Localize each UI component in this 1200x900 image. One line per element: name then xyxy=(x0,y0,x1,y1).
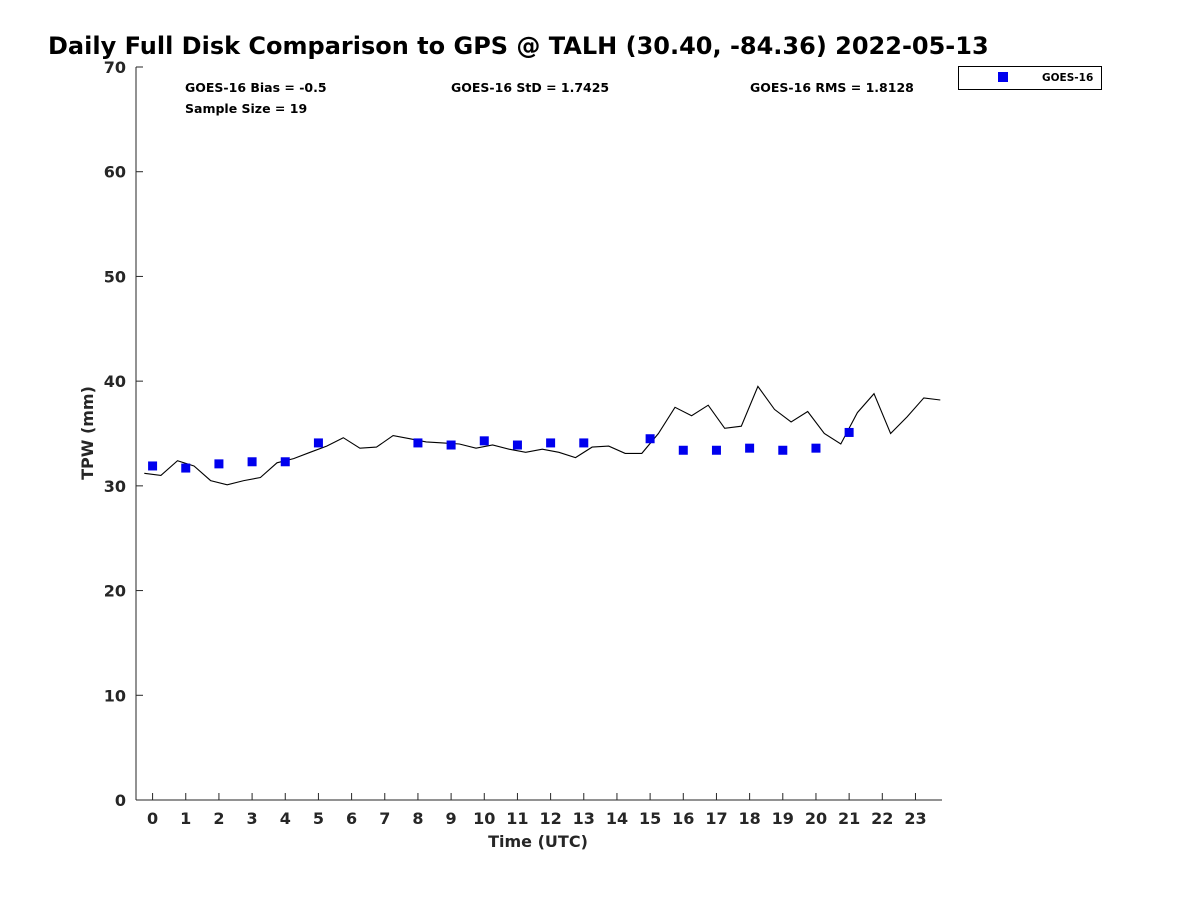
gps-line xyxy=(144,385,941,486)
goes16-point xyxy=(745,443,755,453)
x-tick-label: 17 xyxy=(705,809,727,828)
chart-title: Daily Full Disk Comparison to GPS @ TALH… xyxy=(48,32,989,60)
x-tick-label: 23 xyxy=(904,809,926,828)
goes16-point xyxy=(247,457,257,467)
goes16-point xyxy=(811,443,821,453)
x-tick-label: 3 xyxy=(247,809,258,828)
x-tick-label: 10 xyxy=(473,809,495,828)
y-tick-label: 60 xyxy=(104,163,126,182)
series-layer xyxy=(144,385,941,486)
y-tick-label: 10 xyxy=(104,686,126,705)
stats-annotations: GOES-16 Bias = -0.5 GOES-16 StD = 1.7425… xyxy=(185,80,914,116)
goes16-point xyxy=(181,463,191,473)
goes16-point xyxy=(446,440,456,450)
y-tick-label: 70 xyxy=(104,58,126,77)
x-tick-label: 15 xyxy=(639,809,661,828)
x-tick-label: 1 xyxy=(180,809,191,828)
goes16-point xyxy=(214,459,224,469)
y-tick-label: 50 xyxy=(104,267,126,286)
x-tick-label: 4 xyxy=(280,809,291,828)
legend-box xyxy=(958,66,1102,90)
goes16-point xyxy=(313,438,323,448)
legend-marker-goes16 xyxy=(998,72,1008,82)
x-tick-label: 7 xyxy=(379,809,390,828)
x-tick-label: 0 xyxy=(147,809,158,828)
y-ticks: 0 10 20 30 40 50 60 70 xyxy=(104,58,143,810)
goes16-point xyxy=(579,438,589,448)
x-tick-label: 19 xyxy=(772,809,794,828)
legend-label-goes16: GOES-16 xyxy=(1042,72,1093,84)
y-tick-label: 20 xyxy=(104,582,126,601)
sample-size-annotation: Sample Size = 19 xyxy=(185,101,307,116)
goes16-point xyxy=(844,427,854,437)
goes16-point xyxy=(645,434,655,444)
legend: GOES-16 xyxy=(958,66,1102,90)
x-tick-label: 20 xyxy=(805,809,827,828)
goes16-point xyxy=(148,461,158,471)
goes16-point xyxy=(512,440,522,450)
bias-annotation: GOES-16 Bias = -0.5 xyxy=(185,80,327,95)
std-annotation: GOES-16 StD = 1.7425 xyxy=(451,80,609,95)
x-tick-label: 12 xyxy=(539,809,561,828)
y-tick-label: 40 xyxy=(104,372,126,391)
goes16-point xyxy=(413,438,423,448)
x-tick-label: 21 xyxy=(838,809,860,828)
x-tick-label: 13 xyxy=(573,809,595,828)
x-tick-label: 18 xyxy=(738,809,760,828)
x-tick-label: 9 xyxy=(446,809,457,828)
x-tick-label: 11 xyxy=(506,809,528,828)
x-axis-label: Time (UTC) xyxy=(488,832,588,851)
x-tick-label: 6 xyxy=(346,809,357,828)
goes16-point xyxy=(678,445,688,455)
y-axis-label: TPW (mm) xyxy=(78,386,97,480)
y-tick-label: 0 xyxy=(115,791,126,810)
x-tick-label: 8 xyxy=(412,809,423,828)
x-tick-label: 16 xyxy=(672,809,694,828)
plot-area xyxy=(135,67,942,801)
x-ticks: 0 1 2 3 4 5 6 7 8 9 10 11 12 13 14 15 16 17 18 19 20 21 22 23 xyxy=(147,793,927,828)
goes16-point xyxy=(280,457,290,467)
goes16-point xyxy=(479,436,489,446)
goes16-point xyxy=(778,445,788,455)
goes16-point xyxy=(711,445,721,455)
x-tick-label: 5 xyxy=(313,809,324,828)
goes16-point xyxy=(546,438,556,448)
x-tick-label: 2 xyxy=(213,809,224,828)
y-tick-label: 30 xyxy=(104,477,126,496)
x-tick-label: 22 xyxy=(871,809,893,828)
x-tick-label: 14 xyxy=(606,809,628,828)
rms-annotation: GOES-16 RMS = 1.8128 xyxy=(750,80,914,95)
